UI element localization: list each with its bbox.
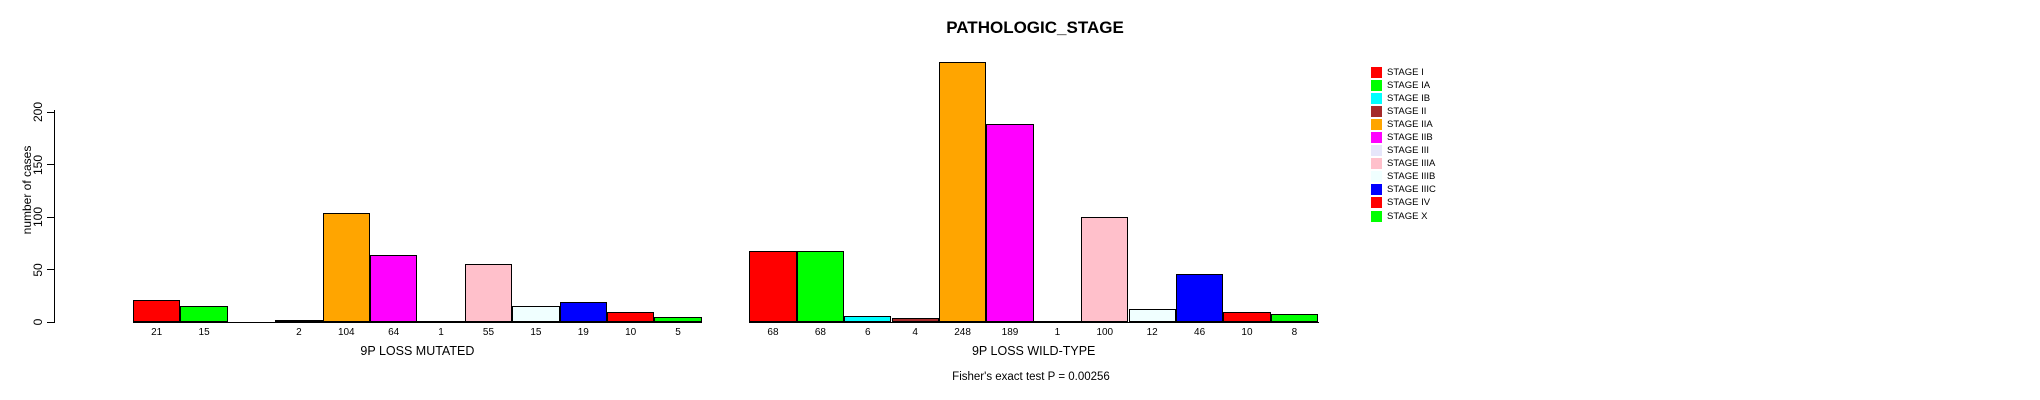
bar-count-label: 10 bbox=[625, 327, 637, 338]
legend-swatch-stage-iii bbox=[1371, 145, 1382, 157]
bar-stage-x bbox=[1270, 313, 1319, 322]
y-tick-mark bbox=[47, 269, 55, 270]
legend-item-stage-iib: STAGE IIB bbox=[1371, 131, 1436, 144]
bar-stage-iib bbox=[370, 254, 418, 322]
bar-stage-i bbox=[749, 250, 797, 322]
legend-label-stage-x: STAGE X bbox=[1387, 210, 1428, 222]
legend-label-stage-iv: STAGE IV bbox=[1387, 197, 1431, 209]
bar-count-label: 4 bbox=[912, 327, 918, 338]
legend-label-stage-ii: STAGE II bbox=[1387, 106, 1427, 118]
bar-count-label: 8 bbox=[1291, 327, 1298, 338]
legend-item-stage-iii: STAGE III bbox=[1371, 144, 1436, 157]
legend-label-stage-iib: STAGE IIB bbox=[1387, 132, 1433, 144]
legend-label-stage-i: STAGE I bbox=[1387, 67, 1424, 79]
bar-stage-iii bbox=[1033, 320, 1082, 323]
bar-stage-iia bbox=[322, 212, 370, 322]
legend-label-stage-iii: STAGE III bbox=[1387, 145, 1430, 157]
bar-count-label: 19 bbox=[577, 327, 589, 338]
bar-count-label: 10 bbox=[1241, 327, 1253, 338]
bar-count-label: 15 bbox=[198, 327, 210, 338]
bar-count-label: 68 bbox=[814, 327, 826, 338]
bar-stage-iiia bbox=[1081, 217, 1129, 322]
bar-stage-ib bbox=[844, 315, 892, 322]
y-tick-label: 50 bbox=[31, 262, 45, 277]
bar-count-label: 1 bbox=[1054, 327, 1061, 338]
legend-swatch-stage-i bbox=[1371, 67, 1382, 79]
bar-stage-iv bbox=[607, 311, 655, 322]
legend-item-stage-iiic: STAGE IIIC bbox=[1371, 183, 1436, 196]
legend-swatch-stage-ii bbox=[1371, 106, 1382, 118]
legend-label-stage-iia: STAGE IIA bbox=[1387, 119, 1433, 131]
legend-swatch-stage-iiib bbox=[1371, 171, 1382, 183]
bar-count-label: 2 bbox=[296, 327, 302, 338]
legend-label-stage-iiia: STAGE IIIA bbox=[1387, 158, 1436, 170]
y-tick-mark bbox=[47, 164, 55, 165]
legend-item-stage-ii: STAGE II bbox=[1371, 105, 1436, 118]
y-tick-label: 0 bbox=[31, 318, 45, 326]
bar-count-label: 55 bbox=[482, 327, 495, 338]
bar-stage-x bbox=[654, 316, 702, 322]
bar-count-label: 6 bbox=[865, 327, 871, 338]
bar-count-label: 68 bbox=[767, 327, 779, 338]
legend-swatch-stage-iia bbox=[1371, 119, 1382, 131]
legend: STAGE I STAGE IA STAGE IB STAGE II STAGE IIA… bbox=[1371, 66, 1436, 223]
legend-label-stage-ia: STAGE IA bbox=[1387, 80, 1431, 92]
legend-swatch-stage-iib bbox=[1371, 132, 1382, 144]
y-tick-label: 200 bbox=[31, 101, 45, 123]
legend-swatch-stage-ia bbox=[1371, 80, 1382, 92]
stat-test-annotation: Fisher's exact test P = 0.00256 bbox=[952, 371, 1110, 383]
bar-count-label: 64 bbox=[388, 327, 400, 338]
bar-stage-iiib bbox=[512, 306, 560, 322]
bar-count-label: 46 bbox=[1194, 327, 1206, 338]
y-tick-mark bbox=[47, 321, 55, 323]
bar-count-label: 12 bbox=[1146, 327, 1158, 338]
bar-stage-ia bbox=[796, 250, 845, 322]
bar-count-label: 5 bbox=[675, 327, 681, 338]
bar-count-label: 1 bbox=[438, 327, 444, 338]
bar-count-label: 21 bbox=[151, 327, 163, 338]
legend-item-stage-i: STAGE I bbox=[1371, 66, 1436, 79]
bar-stage-iiia bbox=[464, 264, 513, 322]
x-axis-title-9p-loss-wild-type: 9P LOSS WILD-TYPE bbox=[971, 344, 1096, 358]
legend-swatch-stage-iiia bbox=[1371, 158, 1382, 170]
bar-stage-ii bbox=[275, 319, 323, 322]
bar-stage-iiib bbox=[1128, 309, 1176, 322]
bar-count-label: 15 bbox=[530, 327, 542, 338]
y-tick-label: 150 bbox=[31, 154, 45, 175]
legend-label-stage-iiic: STAGE IIIC bbox=[1387, 184, 1436, 196]
bar-count-label: 248 bbox=[954, 327, 971, 338]
x-axis-title-9p-loss-mutated: 9P LOSS MUTATED bbox=[360, 344, 475, 358]
bar-stage-iiic bbox=[1175, 273, 1224, 322]
legend-item-stage-iv: STAGE IV bbox=[1371, 196, 1436, 209]
bar-stage-iia bbox=[938, 61, 987, 322]
chart-title: PATHOLOGIC_STAGE bbox=[946, 18, 1124, 37]
bar-stage-iii bbox=[417, 320, 465, 323]
legend-label-stage-ib: STAGE IB bbox=[1387, 93, 1431, 105]
legend-swatch-stage-x bbox=[1371, 210, 1382, 222]
legend-item-stage-ia: STAGE IA bbox=[1371, 79, 1436, 92]
legend-item-stage-x: STAGE X bbox=[1371, 210, 1436, 223]
legend-label-stage-iiib: STAGE IIIB bbox=[1387, 171, 1436, 183]
bar-stage-ii bbox=[891, 317, 939, 322]
bar-count-label: 189 bbox=[1001, 327, 1019, 338]
bar-stage-iv bbox=[1223, 311, 1271, 322]
legend-swatch-stage-iv bbox=[1371, 197, 1382, 209]
legend-item-stage-iiia: STAGE IIIA bbox=[1371, 157, 1436, 170]
y-tick-mark bbox=[47, 111, 55, 113]
legend-swatch-stage-iiic bbox=[1371, 184, 1382, 196]
bar-stage-ia bbox=[180, 306, 228, 322]
bar-count-label: 104 bbox=[337, 327, 355, 338]
legend-item-stage-iia: STAGE IIA bbox=[1371, 118, 1436, 131]
bar-stage-iiic bbox=[559, 302, 607, 322]
bar-count-label: 100 bbox=[1096, 327, 1114, 338]
y-tick-label: 100 bbox=[31, 206, 45, 228]
legend-item-stage-ib: STAGE IB bbox=[1371, 92, 1436, 105]
legend-swatch-stage-ib bbox=[1371, 93, 1382, 105]
legend-item-stage-iiib: STAGE IIIB bbox=[1371, 170, 1436, 183]
bar-stage-i bbox=[133, 299, 181, 322]
bar-stage-iib bbox=[986, 123, 1034, 322]
y-tick-mark bbox=[47, 216, 55, 218]
